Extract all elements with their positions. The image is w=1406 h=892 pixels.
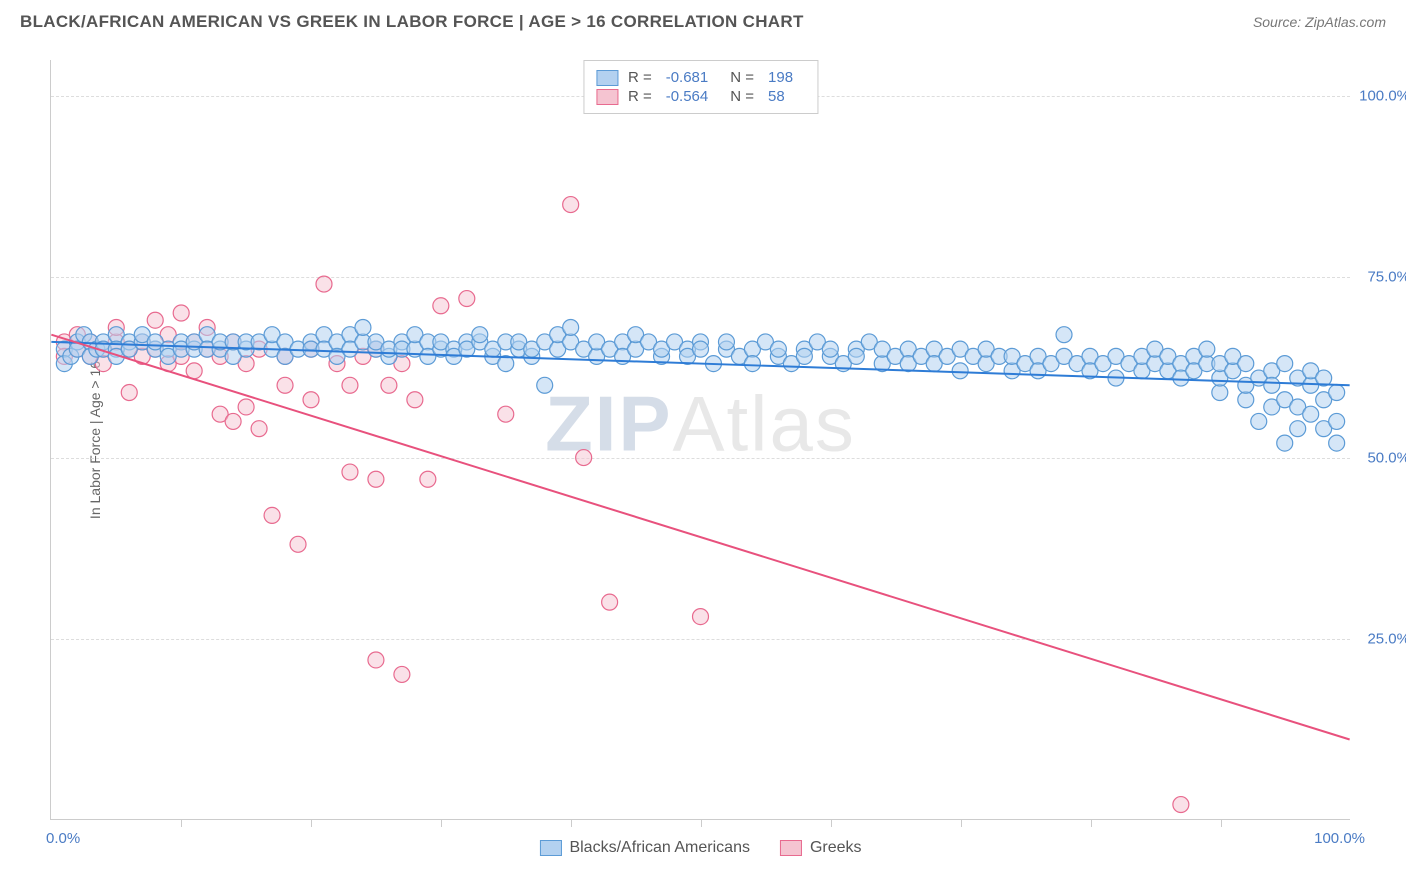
scatter-svg xyxy=(51,60,1350,819)
legend-swatch-series-1 xyxy=(596,70,618,86)
legend-swatch-series-2-bottom xyxy=(780,840,802,856)
source-attribution: Source: ZipAtlas.com xyxy=(1253,14,1386,30)
y-tick-label: 50.0% xyxy=(1367,450,1406,467)
legend-swatch-series-2 xyxy=(596,89,618,105)
legend-item-series-1: Blacks/African Americans xyxy=(539,839,750,857)
series-legend: Blacks/African Americans Greeks xyxy=(539,839,861,857)
y-tick-label: 25.0% xyxy=(1367,631,1406,648)
legend-row-series-2: R = -0.564 N = 58 xyxy=(596,88,805,105)
correlation-legend: R = -0.681 N = 198 R = -0.564 N = 58 xyxy=(583,60,818,114)
x-tick xyxy=(701,819,702,827)
x-tick xyxy=(181,819,182,827)
chart-plot-area: ZIPAtlas In Labor Force | Age > 16 25.0%… xyxy=(50,60,1350,820)
x-tick xyxy=(441,819,442,827)
legend-swatch-series-1-bottom xyxy=(539,840,561,856)
x-axis-max-label: 100.0% xyxy=(1314,830,1365,847)
x-tick xyxy=(831,819,832,827)
x-tick xyxy=(961,819,962,827)
chart-title: BLACK/AFRICAN AMERICAN VS GREEK IN LABOR… xyxy=(20,12,804,32)
x-axis-min-label: 0.0% xyxy=(46,830,80,847)
x-tick xyxy=(1221,819,1222,827)
x-tick xyxy=(311,819,312,827)
legend-row-series-1: R = -0.681 N = 198 xyxy=(596,69,805,86)
y-tick-label: 75.0% xyxy=(1367,269,1406,286)
x-tick xyxy=(571,819,572,827)
legend-item-series-2: Greeks xyxy=(780,839,862,857)
y-tick-label: 100.0% xyxy=(1359,88,1406,105)
x-tick xyxy=(1091,819,1092,827)
